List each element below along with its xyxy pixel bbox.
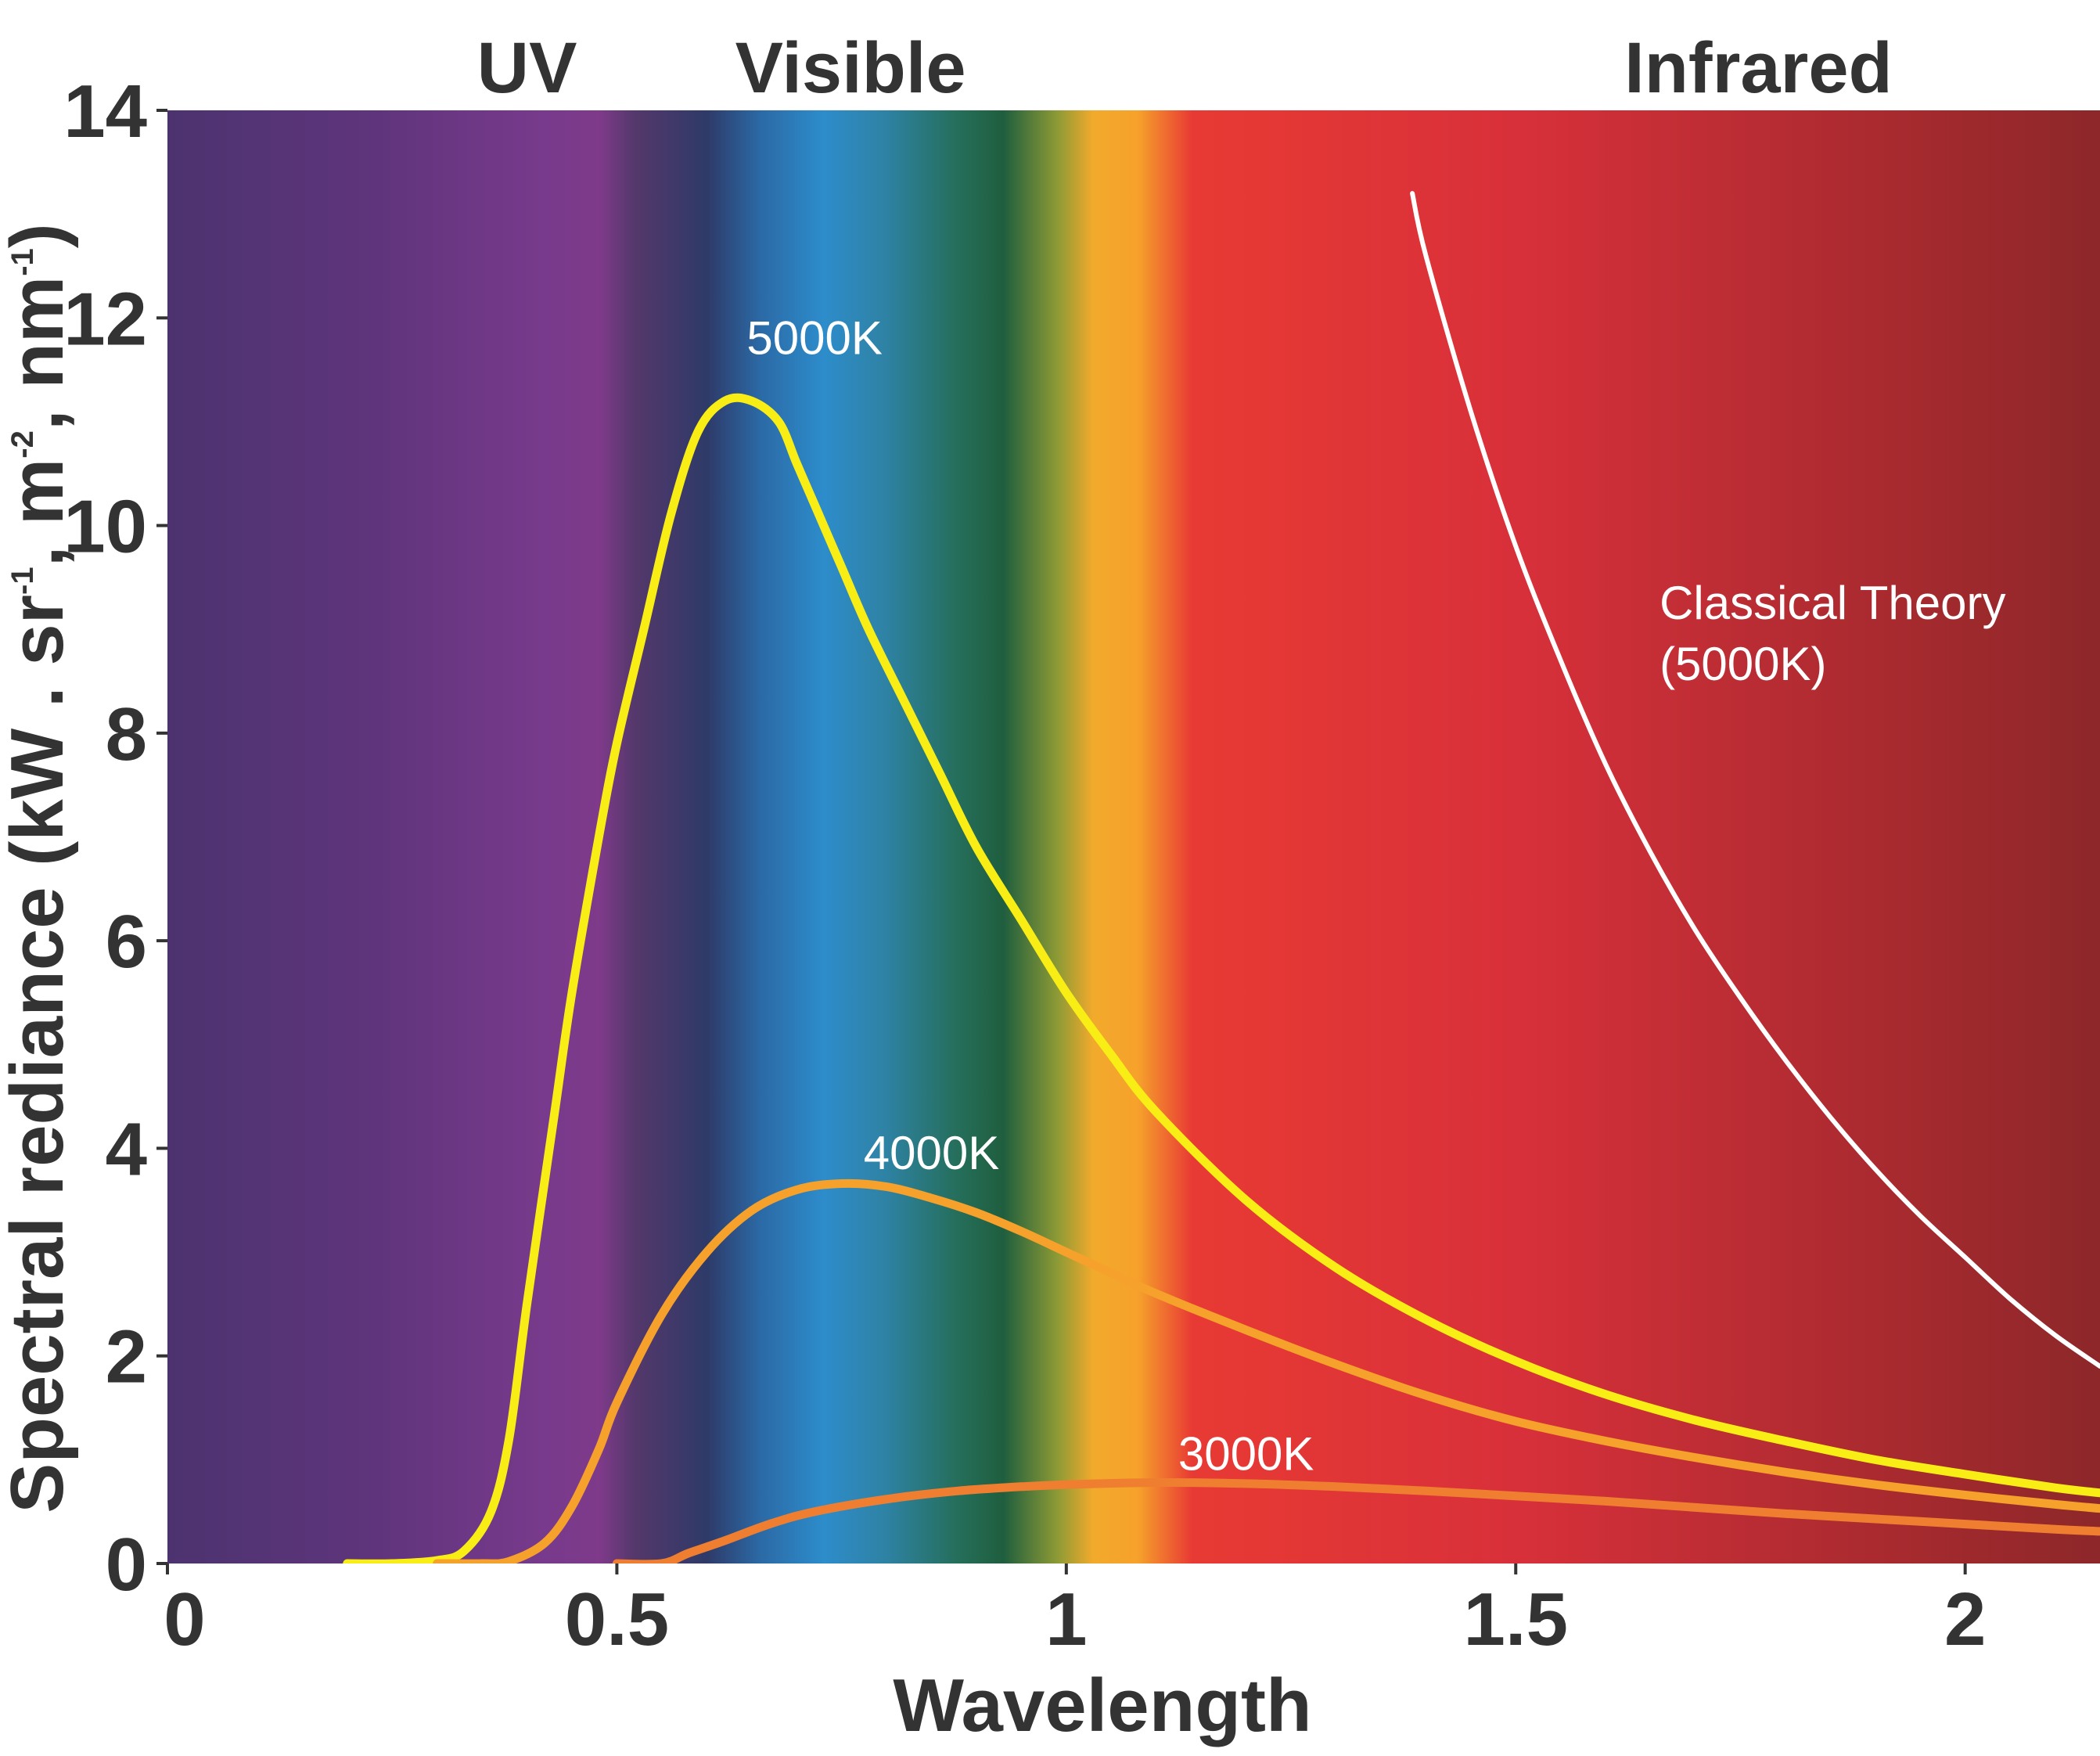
y-tick-label: 8 <box>106 693 147 776</box>
x-tick-label: 2 <box>1944 1578 1986 1661</box>
y-tick-label: 2 <box>106 1315 147 1399</box>
y-axis-label: Spectral rediance (kW . sr-1, m-2, nm-1) <box>0 223 79 1513</box>
y-tick-label: 14 <box>63 70 147 153</box>
series-label-5000k: 5000K <box>746 312 883 365</box>
series-label-4000k: 4000K <box>864 1127 1000 1179</box>
y-tick-label: 6 <box>106 900 147 984</box>
y-tick-label: 0 <box>106 1523 147 1607</box>
band-label-uv: UV <box>477 28 577 108</box>
x-tick-label: 0 <box>164 1578 205 1661</box>
band-label-visible: Visible <box>735 28 966 108</box>
band-label-infrared: Infrared <box>1624 28 1893 108</box>
spectrum-background <box>167 110 2100 1563</box>
y-tick-label: 4 <box>106 1107 147 1191</box>
x-tick-label: 1.5 <box>1464 1578 1568 1661</box>
series-line-classical-theory-5000k <box>1410 191 2100 1369</box>
y-tick-label: 12 <box>63 277 147 361</box>
series-line-4000k <box>433 1178 2100 1563</box>
series-label-classical-theory-5000k: Classical Theory (5000K) <box>1660 577 2005 690</box>
y-tick-label: 10 <box>63 485 147 569</box>
series-label-3000k: 3000K <box>1178 1428 1314 1481</box>
series-line-5000k <box>343 393 2100 1563</box>
series-line-3000k <box>612 1477 2100 1563</box>
x-tick-label: 0.5 <box>565 1578 669 1661</box>
x-axis-label: Wavelength <box>893 1664 1311 1747</box>
x-tick-label: 1 <box>1045 1578 1087 1661</box>
